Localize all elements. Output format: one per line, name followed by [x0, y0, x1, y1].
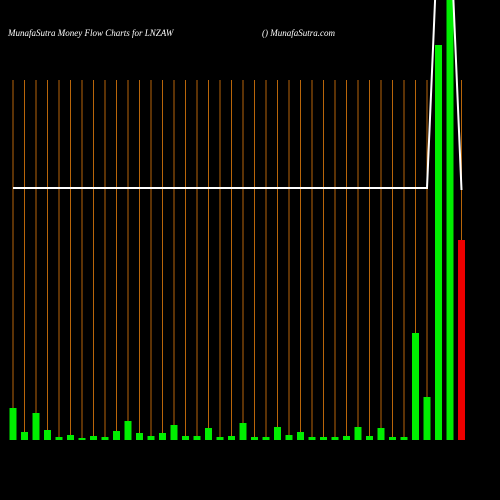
bar [274, 427, 281, 440]
bar [205, 428, 212, 440]
bar [90, 436, 97, 440]
bar [458, 240, 465, 440]
bar [343, 436, 350, 440]
chart-title: MunafaSutra Money Flow Charts for LNZAW [7, 28, 175, 38]
bar [159, 433, 166, 440]
bar [446, 0, 454, 440]
bar [308, 437, 316, 440]
bar [193, 436, 201, 440]
bar [228, 436, 235, 440]
bar [170, 425, 178, 440]
bar [297, 432, 304, 440]
money-flow-line [13, 0, 463, 191]
bar [262, 437, 270, 440]
bar [251, 437, 258, 440]
bar [216, 437, 224, 440]
bar [377, 428, 385, 440]
bar [147, 436, 155, 440]
bar [55, 437, 63, 440]
bar [320, 437, 327, 440]
bar [389, 437, 396, 440]
bar [285, 435, 293, 440]
bar [412, 333, 419, 440]
bar [435, 45, 442, 440]
bar [182, 436, 189, 440]
bar [67, 435, 74, 440]
bar [113, 431, 120, 440]
bar [78, 438, 86, 440]
bar [9, 408, 17, 440]
bar [21, 432, 28, 440]
bar [44, 430, 51, 440]
bar [101, 437, 109, 440]
bar [32, 413, 40, 440]
bar [331, 437, 339, 440]
bar [354, 427, 362, 440]
bar [124, 421, 132, 440]
bar [239, 423, 247, 440]
bar [136, 433, 143, 440]
bar [423, 397, 431, 440]
chart-subtitle: () MunafaSutra.com [262, 28, 335, 38]
bar [366, 436, 373, 440]
bar [400, 437, 408, 440]
